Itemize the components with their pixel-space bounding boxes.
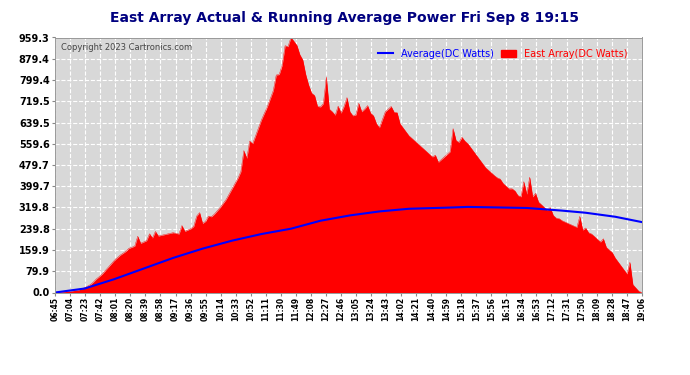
- Text: Copyright 2023 Cartronics.com: Copyright 2023 Cartronics.com: [61, 43, 193, 52]
- Text: East Array Actual & Running Average Power Fri Sep 8 19:15: East Array Actual & Running Average Powe…: [110, 11, 580, 25]
- Legend: Average(DC Watts), East Array(DC Watts): Average(DC Watts), East Array(DC Watts): [374, 45, 631, 63]
